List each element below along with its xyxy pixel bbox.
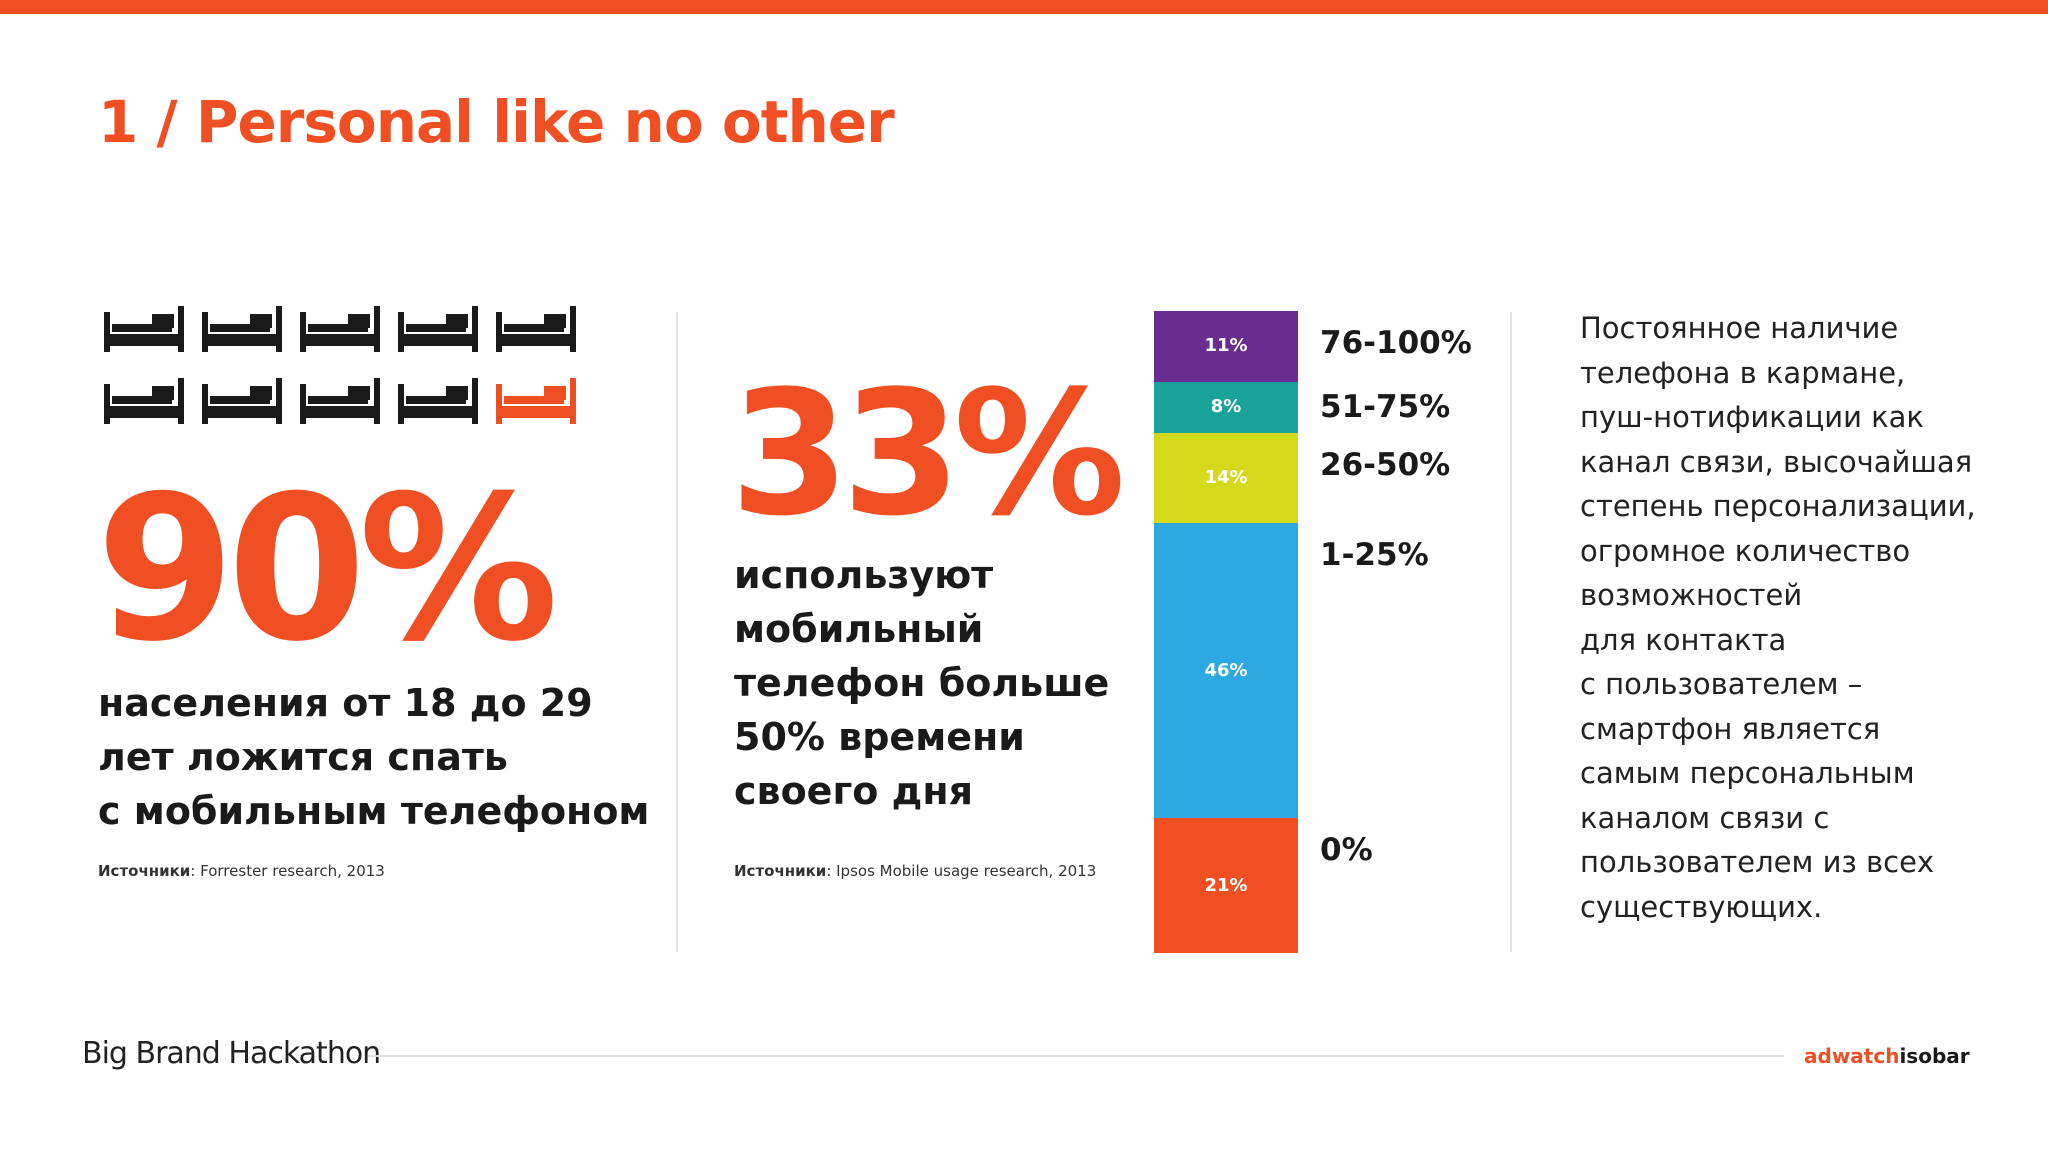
bar-category-label: 76-100% (1320, 325, 1472, 361)
source-label: Источники (98, 862, 191, 880)
bar-segment: 8% (1154, 381, 1298, 433)
page-title: 1 / Personal like no other (98, 88, 895, 156)
description-line: телефон больше (734, 661, 1110, 705)
bar-segment-value-label: 14% (1204, 466, 1248, 488)
stat-33-percent: 33% (730, 353, 1126, 554)
bar-segment-value-label: 11% (1204, 335, 1248, 357)
bed-icon (104, 306, 184, 356)
description-line: лет ложится спать (98, 735, 508, 779)
agency-logo: adwatchisobar (1804, 1044, 1970, 1068)
source-note-ipsos: Источники: Ipsos Mobile usage research, … (734, 862, 1096, 880)
description-line: телефона в кармане, (1580, 355, 1906, 390)
column-divider-right (1510, 312, 1512, 952)
description-line: возможностей (1580, 578, 1803, 612)
bed-icon (496, 306, 576, 356)
stat-33-description: используют мобильный телефон больше 50% … (734, 548, 1134, 818)
description-line: пуш-нотификации как (1580, 400, 1924, 434)
bar-segment-value-label: 21% (1204, 874, 1248, 896)
footer-divider (368, 1055, 1784, 1057)
description-line: огромное количество (1580, 533, 1911, 568)
event-logo: Big Brand Hackathon (82, 1036, 381, 1071)
source-text: : Ipsos Mobile usage research, 2013 (826, 862, 1097, 880)
column-divider-left (676, 312, 678, 952)
bed-icon-grid (104, 306, 584, 436)
bar-category-label: 26-50% (1320, 446, 1451, 483)
description-line: с мобильным телефоном (98, 789, 650, 833)
description-line: самым персональным (1580, 756, 1915, 790)
description-line: степень персонализации, (1580, 489, 1976, 523)
bar-segment: 11% (1154, 311, 1298, 382)
bed-icon (398, 378, 478, 428)
description-line: своего дня (734, 769, 973, 813)
agency-logo-part2: isobar (1899, 1044, 1970, 1068)
bar-segment-value-label: 8% (1210, 396, 1242, 418)
agency-logo-part1: adwatch (1804, 1044, 1900, 1068)
description-line: каналом связи с (1580, 800, 1830, 835)
top-accent-bar (0, 0, 2048, 14)
description-line: населения от 18 до 29 (98, 681, 593, 725)
description-line: для контакта (1580, 622, 1787, 657)
bar-segment: 21% (1154, 818, 1298, 953)
bar-category-label: 0% (1320, 832, 1373, 869)
bed-icon (300, 378, 380, 428)
bar-category-label: 51-75% (1320, 389, 1451, 426)
stat-90-description: населения от 18 до 29 лет ложится спать … (98, 676, 698, 838)
source-note-forrester: Источники: Forrester research, 2013 (98, 862, 385, 880)
description-line: смартфон является (1580, 711, 1881, 746)
stacked-bar-chart: 11% 8% 14% 46% 21% (1154, 311, 1298, 953)
description-line: мобильный (734, 607, 984, 651)
description-line: канал связи, высочайшая (1580, 444, 1973, 479)
bed-icon (300, 306, 380, 356)
description-line: с пользователем – (1580, 667, 1863, 701)
description-line: Постоянное наличие (1580, 311, 1899, 345)
bar-category-label: 1-25% (1320, 536, 1429, 573)
bar-segment: 46% (1154, 522, 1298, 819)
bed-icon (398, 306, 478, 356)
bed-icon (104, 378, 184, 428)
bed-icon (202, 378, 282, 428)
description-line: существующих. (1580, 889, 1823, 924)
bar-segment-value-label: 46% (1204, 659, 1248, 681)
description-line: пользователем из всех (1580, 845, 1935, 879)
description-line: 50% времени (734, 715, 1025, 759)
bed-icon (202, 306, 282, 356)
bed-icon-highlighted (496, 378, 576, 428)
bar-segment: 14% (1154, 432, 1298, 523)
description-line: используют (734, 553, 994, 597)
source-label: Источники (734, 862, 827, 880)
description-paragraph: Постоянное наличие телефона в кармане, пуш… (1580, 306, 2020, 929)
stat-90-percent: 90% (96, 453, 559, 686)
source-text: : Forrester research, 2013 (190, 862, 385, 880)
